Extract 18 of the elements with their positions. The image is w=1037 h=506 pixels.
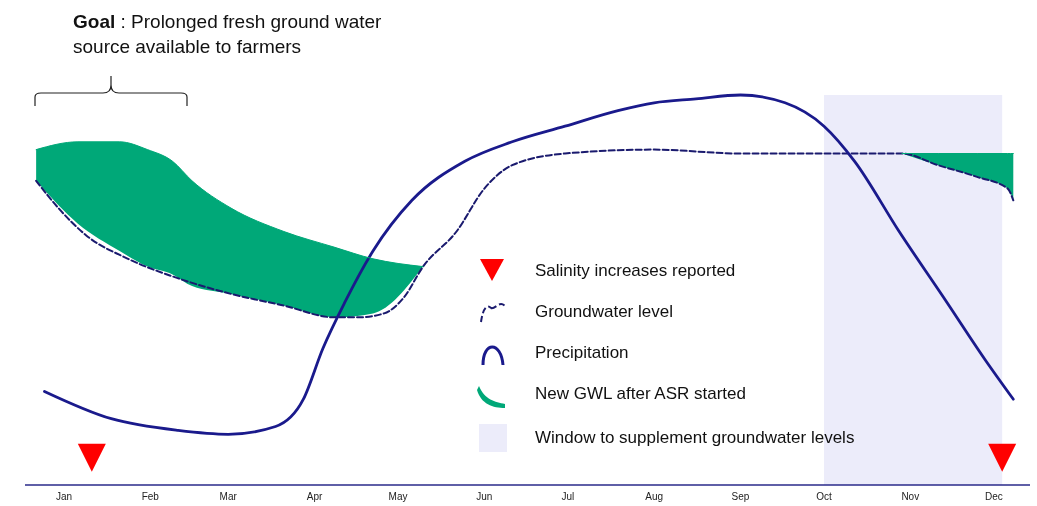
x-tick-label: Aug xyxy=(645,491,664,503)
x-tick-label: Feb xyxy=(141,491,160,503)
x-tick-label: Oct xyxy=(816,491,832,503)
x-tick-label: Dec xyxy=(984,491,1003,503)
legend-label: Groundwater level xyxy=(535,301,673,322)
x-tick-label: Nov xyxy=(901,491,920,503)
legend-label: New GWL after ASR started xyxy=(535,383,746,404)
x-tick-label: Jun xyxy=(476,491,493,503)
x-tick-label: Jul xyxy=(561,491,575,503)
legend-label: Salinity increases reported xyxy=(535,260,736,281)
x-tick-label: Apr xyxy=(306,491,323,503)
legend-label: Precipitation xyxy=(535,342,629,363)
x-tick-label: Mar xyxy=(219,491,238,503)
band-label: Window to supplement groundwater levels xyxy=(535,428,855,448)
x-tick-label: Sep xyxy=(731,491,750,503)
x-tick-label: Jan xyxy=(55,491,73,503)
text: Goal : Prolonged fresh ground water source available to farmers xyxy=(73,10,383,59)
x-tick-label: May xyxy=(388,491,408,503)
